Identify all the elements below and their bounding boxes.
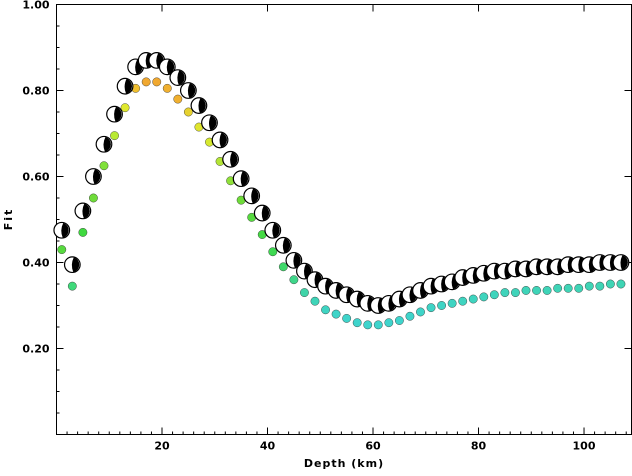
fit-dot bbox=[78, 227, 88, 237]
x-tick-label: 40 bbox=[260, 440, 276, 453]
fit-dot bbox=[447, 298, 457, 308]
focal-mechanism-marker bbox=[85, 168, 102, 185]
fit-dot bbox=[521, 286, 531, 295]
fit-dot bbox=[321, 305, 330, 315]
focal-mechanism-marker bbox=[612, 254, 630, 271]
fit-dot bbox=[310, 296, 320, 306]
focal-mechanism-marker bbox=[243, 187, 261, 205]
fit-dot bbox=[268, 247, 278, 257]
fit-dot bbox=[57, 245, 67, 255]
fit-dot bbox=[500, 288, 510, 297]
mechanism-series bbox=[53, 52, 630, 314]
fit-dot bbox=[384, 318, 394, 328]
fit-dot bbox=[542, 286, 552, 295]
focal-mechanism-marker bbox=[169, 69, 187, 86]
fit-dot bbox=[479, 292, 489, 302]
fit-dot bbox=[300, 288, 309, 297]
y-tick-label: 0.60 bbox=[22, 171, 49, 184]
focal-mechanism-marker bbox=[211, 131, 229, 149]
x-tick-label: 80 bbox=[471, 440, 487, 453]
fit-dot bbox=[363, 320, 373, 330]
focal-mechanism-marker bbox=[190, 97, 208, 114]
focal-mechanism-marker bbox=[179, 82, 197, 99]
fit-dot bbox=[331, 309, 341, 319]
fit-dot bbox=[67, 281, 77, 291]
fit-dot bbox=[342, 313, 352, 323]
fit-dot bbox=[416, 307, 425, 317]
focal-mechanism-marker bbox=[253, 204, 271, 222]
y-axis: 0.20 0.40 0.60 0.80 1.00 bbox=[22, 0, 632, 414]
fit-dot bbox=[162, 83, 172, 93]
fit-dot bbox=[595, 281, 605, 291]
fit-dot bbox=[394, 316, 404, 325]
fit-dot bbox=[289, 275, 299, 285]
fit-dot bbox=[489, 290, 499, 300]
fit-dot bbox=[183, 107, 193, 117]
fit-dot bbox=[468, 294, 478, 304]
fit-dot bbox=[437, 301, 446, 310]
y-tick-label: 0.20 bbox=[22, 343, 49, 356]
fit-dot bbox=[426, 303, 436, 313]
fit-dot bbox=[99, 161, 109, 171]
focal-mechanism-marker bbox=[232, 170, 250, 188]
fit-dot bbox=[605, 279, 615, 289]
focal-mechanism-marker bbox=[158, 58, 176, 76]
fit-dot bbox=[110, 131, 119, 141]
focal-mechanism-marker bbox=[106, 105, 123, 123]
fit-dot bbox=[141, 77, 151, 87]
focal-mechanism-marker bbox=[53, 221, 71, 239]
x-tick-label: 60 bbox=[365, 440, 381, 453]
focal-mechanism-marker bbox=[95, 135, 113, 153]
focal-mechanism-marker bbox=[63, 256, 81, 274]
fit-dot bbox=[553, 283, 563, 293]
fit-dot bbox=[584, 281, 594, 291]
fit-dot bbox=[89, 193, 98, 203]
focal-mechanism-marker bbox=[201, 114, 218, 132]
x-axis-label: Depth (km) bbox=[304, 457, 384, 470]
fit-dot bbox=[152, 77, 162, 87]
y-tick-label: 0.80 bbox=[22, 85, 49, 98]
fit-dot bbox=[458, 296, 468, 306]
x-tick-label: 20 bbox=[154, 440, 170, 453]
focal-mechanism-marker bbox=[412, 282, 429, 299]
focal-mechanism-marker bbox=[264, 221, 282, 239]
fit-dot bbox=[405, 311, 415, 321]
focal-mechanism-marker bbox=[285, 251, 303, 269]
fit-dot bbox=[352, 318, 362, 328]
x-axis: 20 40 60 80 100 bbox=[66, 4, 627, 453]
fit-dot bbox=[278, 262, 288, 272]
fit-dot bbox=[173, 94, 183, 104]
focal-mechanism-marker bbox=[274, 236, 292, 254]
fit-dot bbox=[511, 288, 520, 297]
x-tick-label: 100 bbox=[573, 440, 596, 453]
focal-mechanism-marker bbox=[116, 77, 134, 95]
fit-dot bbox=[532, 286, 541, 295]
focal-mechanism-marker bbox=[74, 202, 92, 220]
dot-series bbox=[57, 77, 626, 330]
fit-dot bbox=[563, 283, 573, 293]
focal-mechanism-marker bbox=[222, 150, 239, 168]
y-tick-label: 1.00 bbox=[22, 0, 49, 12]
y-tick-label: 0.40 bbox=[22, 257, 49, 270]
fit-dot bbox=[574, 283, 584, 293]
fit-dot bbox=[616, 279, 626, 289]
fit-dot bbox=[373, 320, 383, 330]
fit-dot bbox=[120, 103, 130, 113]
y-axis-label: Fit bbox=[2, 208, 15, 231]
